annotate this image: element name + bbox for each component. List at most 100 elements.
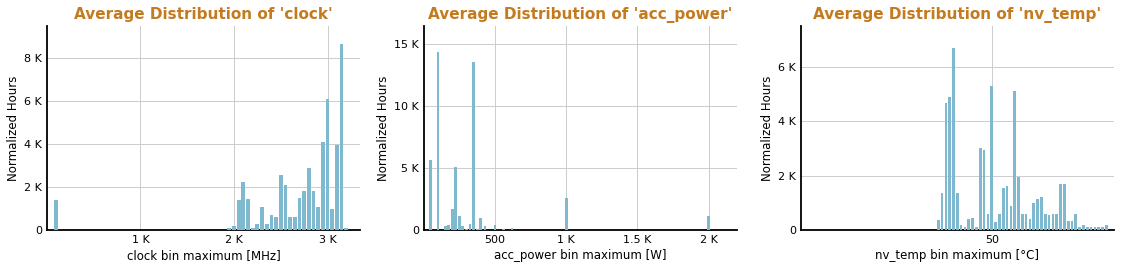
Bar <box>462 226 464 230</box>
Bar <box>232 226 235 230</box>
Bar <box>297 198 302 230</box>
Bar <box>321 142 325 230</box>
X-axis label: acc_power bin maximum [W]: acc_power bin maximum [W] <box>494 249 667 262</box>
Bar <box>1090 227 1093 230</box>
Bar <box>983 150 985 230</box>
Bar <box>1010 206 1012 230</box>
Bar <box>1002 188 1004 230</box>
Bar <box>1075 214 1077 230</box>
Bar <box>457 217 461 230</box>
Bar <box>480 218 482 230</box>
Bar <box>54 200 58 230</box>
Bar <box>511 228 513 230</box>
Bar <box>990 86 993 230</box>
Bar <box>964 227 966 230</box>
Bar <box>447 225 451 230</box>
Title: Average Distribution of 'acc_power': Average Distribution of 'acc_power' <box>428 7 733 23</box>
Bar <box>967 219 970 230</box>
Bar <box>1086 227 1088 230</box>
Bar <box>1094 227 1096 230</box>
Bar <box>1063 184 1066 230</box>
Bar <box>293 217 297 230</box>
Y-axis label: Normalized Hours: Normalized Hours <box>377 75 390 181</box>
Bar <box>307 168 311 230</box>
Bar <box>1051 214 1054 230</box>
Bar <box>1006 186 1009 230</box>
Bar <box>312 191 315 230</box>
Bar <box>335 145 339 230</box>
Bar <box>237 200 241 230</box>
Bar <box>1013 91 1016 230</box>
Bar <box>1021 214 1023 230</box>
Bar <box>326 99 330 230</box>
Bar <box>483 226 487 230</box>
Bar <box>1025 214 1028 230</box>
Bar <box>340 44 343 230</box>
Bar <box>316 207 321 230</box>
Bar <box>465 229 467 230</box>
Bar <box>256 224 259 230</box>
Bar <box>952 48 955 230</box>
Bar <box>493 225 497 230</box>
Bar <box>1032 203 1035 230</box>
Bar <box>241 182 245 230</box>
Bar <box>436 52 439 230</box>
Bar <box>1036 199 1039 230</box>
Bar <box>288 217 291 230</box>
Y-axis label: Normalized Hours: Normalized Hours <box>7 75 20 181</box>
Y-axis label: Normalized Hours: Normalized Hours <box>761 75 773 181</box>
Bar <box>956 193 958 230</box>
Bar <box>279 175 282 230</box>
Bar <box>475 229 479 230</box>
Bar <box>260 207 263 230</box>
Bar <box>284 185 287 230</box>
Bar <box>1067 221 1069 230</box>
Bar <box>451 209 454 230</box>
Bar <box>1040 197 1043 230</box>
Bar <box>429 160 433 230</box>
Bar <box>265 224 269 230</box>
Bar <box>937 220 939 230</box>
Bar <box>1071 221 1073 230</box>
Bar <box>472 62 475 230</box>
Bar <box>975 227 978 230</box>
Bar <box>1101 227 1104 230</box>
Bar <box>1078 227 1081 230</box>
Bar <box>1059 184 1062 230</box>
Bar <box>948 97 951 230</box>
Bar <box>251 228 254 230</box>
Bar <box>1044 214 1047 230</box>
X-axis label: clock bin maximum [MHz]: clock bin maximum [MHz] <box>127 249 280 262</box>
Bar <box>444 226 446 230</box>
Bar <box>994 222 997 230</box>
Bar <box>1029 219 1031 230</box>
Bar <box>1097 227 1100 230</box>
Bar <box>275 217 278 230</box>
Title: Average Distribution of 'clock': Average Distribution of 'clock' <box>74 7 333 22</box>
Bar <box>565 198 567 230</box>
Bar <box>344 228 349 230</box>
Title: Average Distribution of 'nv_temp': Average Distribution of 'nv_temp' <box>813 7 1102 23</box>
Bar <box>1082 225 1085 230</box>
X-axis label: nv_temp bin maximum [°C]: nv_temp bin maximum [°C] <box>876 249 1039 262</box>
Bar <box>971 218 974 230</box>
Bar <box>331 208 334 230</box>
Bar <box>707 217 710 230</box>
Bar <box>247 199 250 230</box>
Bar <box>469 224 472 230</box>
Bar <box>1055 214 1058 230</box>
Bar <box>269 215 274 230</box>
Bar <box>979 148 982 230</box>
Bar <box>986 214 989 230</box>
Bar <box>941 193 944 230</box>
Bar <box>1017 177 1020 230</box>
Bar <box>502 229 504 230</box>
Bar <box>998 214 1001 230</box>
Bar <box>960 225 963 230</box>
Bar <box>303 191 306 230</box>
Bar <box>1048 215 1050 230</box>
Bar <box>945 104 947 230</box>
Bar <box>1105 225 1108 230</box>
Bar <box>454 167 457 230</box>
Bar <box>228 228 231 230</box>
